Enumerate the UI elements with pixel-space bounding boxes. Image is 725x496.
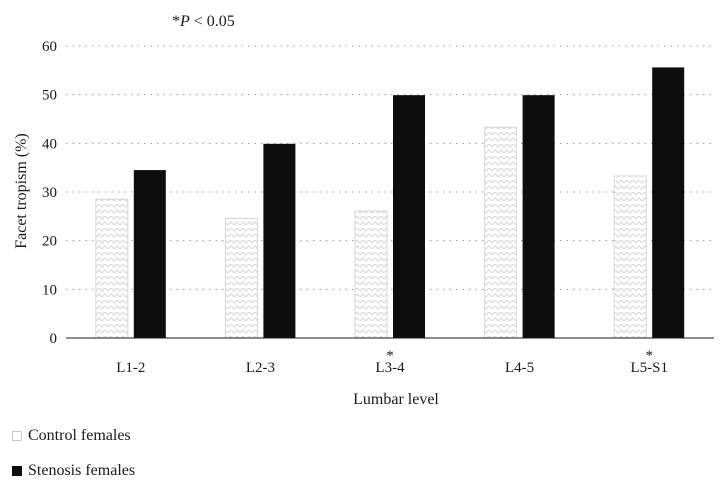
bar-control <box>224 217 258 339</box>
significance-marker: * <box>386 348 394 364</box>
bar-stenosis <box>393 95 425 338</box>
x-tick-label: L2-3 <box>246 360 275 376</box>
y-tick-label: 20 <box>42 234 57 250</box>
x-tick-label: L3-4 <box>375 360 405 376</box>
x-tick-labels: L1-2 L2-3 L3-4*L4-5 L5-S1* <box>116 348 668 376</box>
x-tick-label: L4-5 <box>505 360 534 376</box>
y-tick-labels: 0 10 20 30 40 50 60 <box>42 39 57 347</box>
significance-note: *P < 0.05 <box>172 13 235 30</box>
x-tick-label: L5-S1 <box>630 360 668 376</box>
y-tick-label: 10 <box>42 282 57 298</box>
bar-control <box>484 126 518 339</box>
y-tick-label: 50 <box>42 88 57 104</box>
y-tick-label: 40 <box>42 136 57 152</box>
legend-item-stenosis: Stenosis females <box>12 461 135 481</box>
gridlines <box>66 45 714 290</box>
bar-control <box>95 198 129 339</box>
bar-stenosis <box>652 67 685 338</box>
stenosis-swatch-icon <box>12 466 22 476</box>
x-axis-title: Lumbar level <box>353 391 439 408</box>
bar-stenosis <box>263 143 296 338</box>
bar-stenosis <box>522 95 555 338</box>
y-tick-label: 0 <box>50 331 58 347</box>
legend-label-stenosis: Stenosis females <box>28 462 136 479</box>
y-tick-label: 30 <box>42 185 57 201</box>
bar-control <box>354 210 388 339</box>
bar-control <box>613 175 647 339</box>
legend-label-control: Control females <box>28 427 131 444</box>
y-tick-label: 60 <box>42 39 57 55</box>
x-tick-label: L1-2 <box>116 360 145 376</box>
y-axis-title: Facet tropism (%) <box>13 133 30 249</box>
bars <box>95 67 685 339</box>
bar-stenosis <box>133 170 166 338</box>
legend-item-control: Control females <box>12 426 135 446</box>
significance-marker: * <box>645 348 653 364</box>
control-swatch-icon <box>12 431 22 441</box>
legend: Control females Stenosis females <box>12 426 135 496</box>
